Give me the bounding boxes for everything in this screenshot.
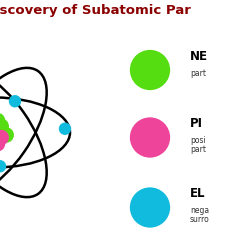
Circle shape xyxy=(0,128,13,142)
Text: PI: PI xyxy=(190,117,203,130)
Circle shape xyxy=(60,123,70,134)
Circle shape xyxy=(131,119,169,156)
Text: iscovery of Subatomic Par: iscovery of Subatomic Par xyxy=(0,4,191,17)
Circle shape xyxy=(0,137,4,151)
Circle shape xyxy=(10,96,20,107)
Circle shape xyxy=(131,189,169,226)
Text: surro: surro xyxy=(190,215,210,224)
Circle shape xyxy=(131,51,169,89)
Text: part: part xyxy=(190,145,206,154)
Text: EL: EL xyxy=(190,187,206,200)
Circle shape xyxy=(0,119,8,133)
Text: NE: NE xyxy=(190,50,208,63)
Text: nega: nega xyxy=(190,206,209,215)
Text: posi: posi xyxy=(190,136,206,145)
Circle shape xyxy=(0,161,6,172)
Circle shape xyxy=(0,114,4,128)
Circle shape xyxy=(0,130,8,144)
Text: part: part xyxy=(190,69,206,78)
